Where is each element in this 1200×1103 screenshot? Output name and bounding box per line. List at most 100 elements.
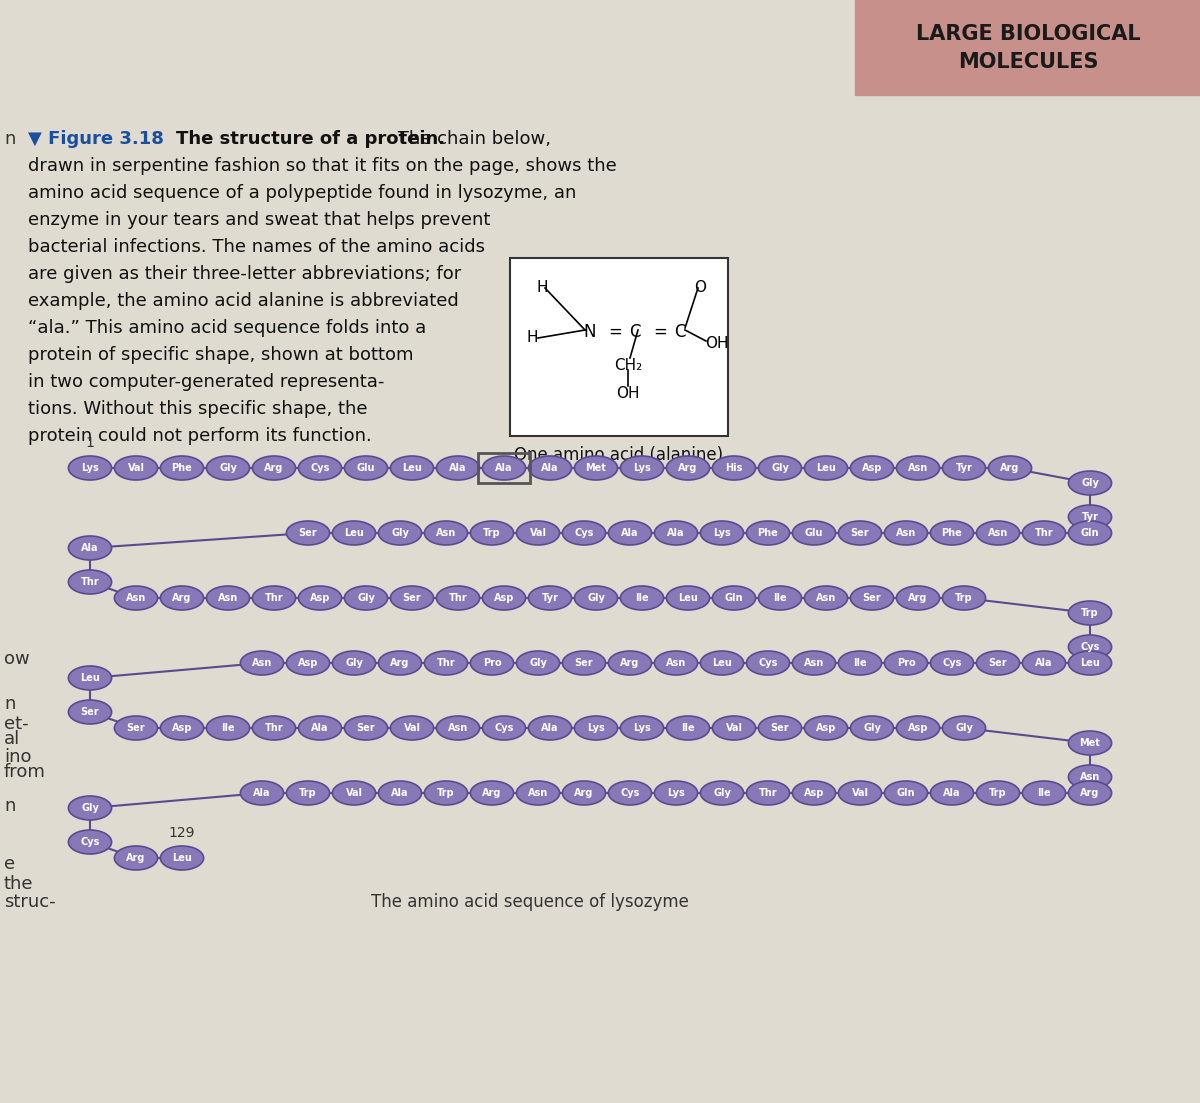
Text: Val: Val [726,722,743,733]
Text: Gly: Gly [863,722,881,733]
Ellipse shape [161,586,204,610]
Text: Ala: Ala [82,543,98,553]
Ellipse shape [758,716,802,740]
Ellipse shape [470,651,514,675]
Text: Leu: Leu [678,593,698,603]
Text: Arg: Arg [482,788,502,797]
Ellipse shape [839,651,882,675]
Ellipse shape [575,716,618,740]
Text: Trp: Trp [299,788,317,797]
Ellipse shape [804,456,847,480]
Ellipse shape [482,716,526,740]
Text: Ser: Ser [989,658,1007,668]
Text: Phe: Phe [172,463,192,473]
Ellipse shape [563,521,606,545]
Text: bacterial infections. The names of the amino acids: bacterial infections. The names of the a… [28,238,485,256]
Ellipse shape [839,781,882,805]
Ellipse shape [344,456,388,480]
Text: Cys: Cys [80,837,100,847]
Ellipse shape [666,586,709,610]
Text: O: O [694,280,706,295]
Ellipse shape [206,456,250,480]
Ellipse shape [620,456,664,480]
Text: Trp: Trp [1081,608,1099,618]
Ellipse shape [470,781,514,805]
Ellipse shape [1068,731,1111,754]
Ellipse shape [299,586,342,610]
Ellipse shape [528,586,571,610]
Text: Ala: Ala [391,788,409,797]
Ellipse shape [851,716,894,740]
Ellipse shape [240,781,283,805]
Ellipse shape [792,651,835,675]
Text: Ile: Ile [773,593,787,603]
Text: Asp: Asp [310,593,330,603]
Ellipse shape [425,521,468,545]
Text: example, the amino acid alanine is abbreviated: example, the amino acid alanine is abbre… [28,292,458,310]
Text: Ile: Ile [853,658,866,668]
Text: Gly: Gly [346,658,362,668]
Text: Asn: Asn [436,528,456,538]
Text: Thr: Thr [80,577,100,587]
Ellipse shape [608,651,652,675]
Ellipse shape [977,521,1020,545]
Ellipse shape [206,586,250,610]
Text: Ser: Ser [575,658,593,668]
Text: Ala: Ala [311,722,329,733]
Ellipse shape [470,521,514,545]
Ellipse shape [252,456,295,480]
Ellipse shape [896,716,940,740]
Text: Arg: Arg [1080,788,1099,797]
Text: LARGE BIOLOGICAL
MOLECULES: LARGE BIOLOGICAL MOLECULES [916,24,1140,72]
Text: Asn: Asn [252,658,272,668]
Ellipse shape [287,521,330,545]
Ellipse shape [608,521,652,545]
Text: Asn: Asn [896,528,916,538]
Ellipse shape [287,781,330,805]
Ellipse shape [206,716,250,740]
Text: Ser: Ser [299,528,317,538]
Ellipse shape [114,846,157,870]
Text: ino: ino [4,748,31,765]
Bar [510,258,728,436]
Ellipse shape [804,586,847,610]
Ellipse shape [68,666,112,690]
Ellipse shape [68,829,112,854]
Text: Gly: Gly [391,528,409,538]
Text: et-: et- [4,715,29,733]
Text: OH: OH [706,336,728,351]
Text: Arg: Arg [173,593,192,603]
Ellipse shape [390,586,433,610]
Ellipse shape [746,651,790,675]
Text: ▼ Figure 3.18: ▼ Figure 3.18 [28,130,170,148]
Ellipse shape [884,521,928,545]
Text: protein of specific shape, shown at bottom: protein of specific shape, shown at bott… [28,346,414,364]
Text: Tyr: Tyr [955,463,972,473]
Text: Pro: Pro [896,658,916,668]
Ellipse shape [437,456,480,480]
Text: Leu: Leu [172,853,192,863]
Text: Ser: Ser [403,593,421,603]
Text: Asn: Asn [218,593,238,603]
Text: =: = [653,323,667,341]
Ellipse shape [516,521,559,545]
Ellipse shape [839,521,882,545]
Text: N: N [583,323,596,341]
Ellipse shape [1068,471,1111,495]
Ellipse shape [977,651,1020,675]
Ellipse shape [299,716,342,740]
Ellipse shape [563,651,606,675]
Ellipse shape [654,651,697,675]
Ellipse shape [1068,781,1111,805]
Text: Asp: Asp [908,722,928,733]
Text: Ala: Ala [943,788,961,797]
Text: Val: Val [529,528,546,538]
Text: Ala: Ala [1036,658,1052,668]
Text: Arg: Arg [264,463,283,473]
Ellipse shape [804,716,847,740]
Ellipse shape [1068,765,1111,789]
Text: drawn in serpentine fashion so that it fits on the page, shows the: drawn in serpentine fashion so that it f… [28,157,617,175]
Text: Ser: Ser [127,722,145,733]
Ellipse shape [713,456,756,480]
Text: Pro: Pro [482,658,502,668]
